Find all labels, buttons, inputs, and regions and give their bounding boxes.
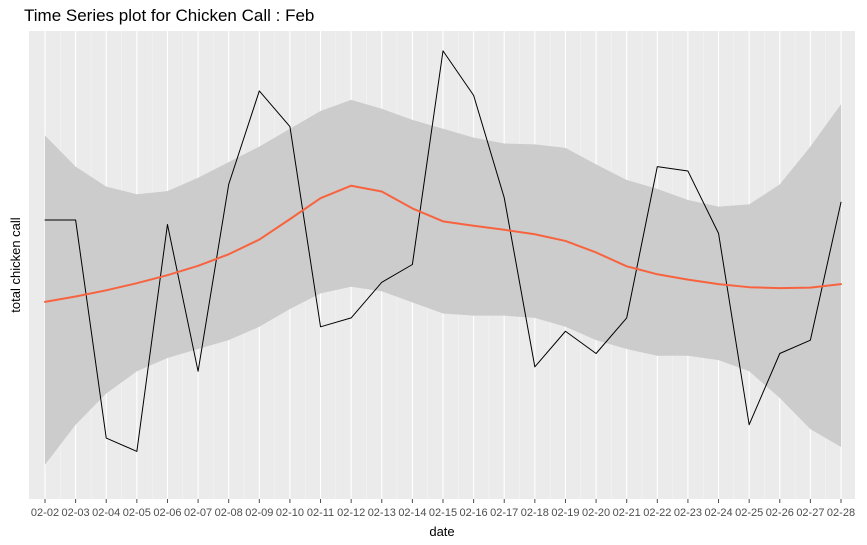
x-tick-label-02-09: 02-09 <box>245 507 273 519</box>
x-tick-label-02-24: 02-24 <box>704 507 732 519</box>
x-tick-label-02-21: 02-21 <box>613 507 641 519</box>
x-tick-label-02-07: 02-07 <box>184 507 212 519</box>
x-tick-label-02-28: 02-28 <box>827 507 855 519</box>
x-tick-label-02-08: 02-08 <box>215 507 243 519</box>
confidence-band-layer <box>45 99 841 465</box>
confidence-band <box>45 99 841 465</box>
x-tick-label-02-26: 02-26 <box>766 507 794 519</box>
x-tick-label-02-12: 02-12 <box>337 507 365 519</box>
observed-series-line <box>44 50 842 452</box>
x-tick-label-02-23: 02-23 <box>674 507 702 519</box>
x-tick-label-02-05: 02-05 <box>123 507 151 519</box>
x-tick-label-02-18: 02-18 <box>521 507 549 519</box>
y-axis-label: total chicken call <box>8 217 23 312</box>
x-tick-label-02-02: 02-02 <box>31 507 59 519</box>
x-tick-label-02-22: 02-22 <box>643 507 671 519</box>
x-tick-label-02-03: 02-03 <box>62 507 90 519</box>
x-tick-label-02-19: 02-19 <box>551 507 579 519</box>
chart-title: Time Series plot for Chicken Call : Feb <box>24 6 315 25</box>
x-tick-label-02-25: 02-25 <box>735 507 763 519</box>
x-tick-label-02-06: 02-06 <box>153 507 181 519</box>
x-axis-label: date <box>429 524 454 539</box>
x-tick-label-02-13: 02-13 <box>368 507 396 519</box>
x-tick-label-02-15: 02-15 <box>429 507 457 519</box>
smooth-series-line <box>44 184 842 303</box>
x-tick-label-02-27: 02-27 <box>796 507 824 519</box>
x-tick-label-02-04: 02-04 <box>92 507 120 519</box>
x-tick-label-02-10: 02-10 <box>276 507 304 519</box>
x-tick-label-02-14: 02-14 <box>398 507 426 519</box>
x-tick-label-02-20: 02-20 <box>582 507 610 519</box>
x-axis-ticks: 02-02 02-03 02-04 02-05 02-06 02-07 02-08 02-09… <box>31 499 855 519</box>
series-layer <box>44 50 842 452</box>
x-tick-label-02-11: 02-11 <box>307 507 334 519</box>
x-tick-label-02-16: 02-16 <box>460 507 488 519</box>
x-tick-label-02-17: 02-17 <box>490 507 518 519</box>
